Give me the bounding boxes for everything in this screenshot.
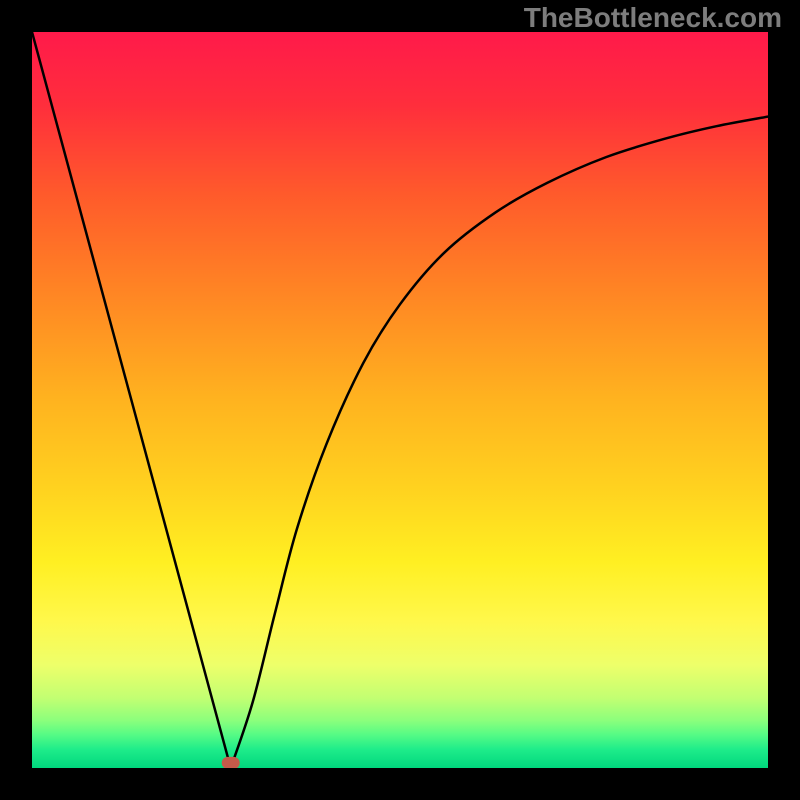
plot-area: [32, 32, 768, 768]
chart-svg: [32, 32, 768, 768]
chart-stage: TheBottleneck.com: [0, 0, 800, 800]
minimum-marker: [222, 757, 240, 768]
watermark-text: TheBottleneck.com: [524, 2, 782, 34]
bottleneck-curve: [32, 32, 768, 768]
